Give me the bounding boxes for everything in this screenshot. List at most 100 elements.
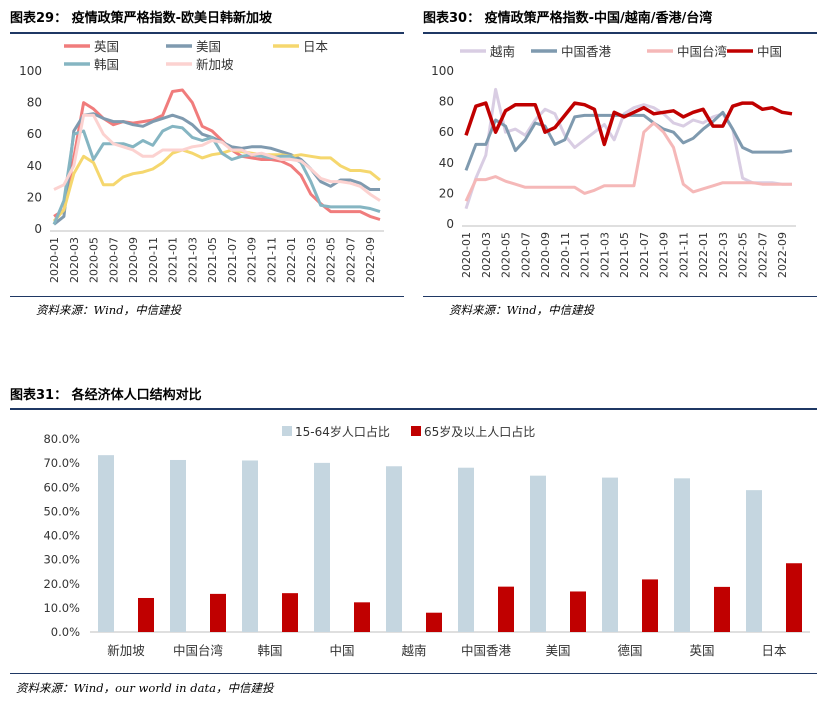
fig29-series-line-2 xyxy=(52,148,381,223)
fig31-bar-0 xyxy=(314,462,330,632)
fig31-bar-1 xyxy=(426,612,442,632)
fig30-x-tick-label: 2021-09 xyxy=(658,232,671,278)
fig30-legend-label-2: 中国台湾 xyxy=(677,44,727,59)
fig31-category-label: 新加坡 xyxy=(107,643,145,658)
fig31-bar-0 xyxy=(602,477,618,632)
fig29-source: 资料来源：Wind，中信建投 xyxy=(36,303,182,317)
fig31-bar-chart: 0.0% 10.0% 20.0% 30.0% 40.0% 50.0% 60.0% 70.0% 8… xyxy=(43,424,810,658)
fig29-legend-label-2: 日本 xyxy=(303,39,329,54)
fig29-x-tick-label: 2022-05 xyxy=(325,237,338,283)
fig30-x-tick-label: 2021-11 xyxy=(677,232,690,278)
fig30-x-tick-label: 2021-05 xyxy=(618,232,631,278)
fig31-legend-swatch-0 xyxy=(282,426,292,436)
fig31-title: 图表31： 各经济体人口结构对比 xyxy=(10,388,202,403)
fig31-category-label: 韩国 xyxy=(257,643,282,658)
fig29-series-line-1 xyxy=(53,112,380,226)
fig31-category-label: 中国香港 xyxy=(461,643,512,658)
fig31-y-tick-label: 40.0% xyxy=(43,529,80,543)
fig31-y-tick-label: 0.0% xyxy=(51,625,80,639)
fig30-x-tick-label: 2022-09 xyxy=(776,232,789,278)
fig31-category-label: 中国台湾 xyxy=(173,643,223,658)
fig29-x-tick-label: 2021-09 xyxy=(246,237,259,283)
fig29-x-tick-label: 2021-07 xyxy=(226,237,239,283)
fig29-x-tick-label: 2020-01 xyxy=(48,237,61,283)
fig29-top-rule xyxy=(10,32,404,34)
fig31-bar-0 xyxy=(98,455,114,632)
fig29-x-tick-label: 2021-11 xyxy=(265,237,278,283)
fig31-bar-0 xyxy=(386,466,402,632)
fig30-x-tick-label: 2021-03 xyxy=(598,232,611,278)
fig29-bottom-rule xyxy=(10,296,404,297)
fig31-bar-0 xyxy=(170,459,186,632)
fig31-bar-1 xyxy=(714,586,730,632)
fig31-bar-1 xyxy=(642,579,658,632)
fig31-bar-1 xyxy=(210,593,226,632)
fig29-x-tick-label: 2022-07 xyxy=(344,237,357,283)
fig30-top-rule xyxy=(423,32,817,34)
fig30-x-tick-label: 2022-01 xyxy=(697,232,710,278)
fig31-y-tick-label: 80.0% xyxy=(43,432,80,446)
fig31-bar-0 xyxy=(242,460,258,632)
fig31-bar-1 xyxy=(138,597,154,632)
fig31-y-tick-label: 70.0% xyxy=(43,456,80,470)
fig31-category-label: 德国 xyxy=(617,643,642,658)
fig30-y-tick-label: 0 xyxy=(446,217,454,231)
fig30-x-tick-label: 2022-07 xyxy=(756,232,769,278)
fig31-y-tick-label: 20.0% xyxy=(43,577,80,591)
fig29-title: 图表29： 疫情政策严格指数-欧美日韩新加坡 xyxy=(10,11,273,26)
fig30-y-tick-label: 60 xyxy=(439,125,454,139)
fig29-x-tick-label: 2020-09 xyxy=(127,237,140,283)
fig31-y-tick-label: 10.0% xyxy=(43,601,80,615)
fig29-series-line-3 xyxy=(52,124,381,225)
fig29-line-chart: 0 20 40 60 80 100 2020-01 2020-03 2020-05 2020-07… xyxy=(19,39,384,283)
fig30-x-tick-label: 2020-01 xyxy=(460,232,473,278)
fig29-y-tick-label: 100 xyxy=(19,64,42,78)
fig31-category-label: 越南 xyxy=(401,643,426,658)
fig30-y-tick-label: 100 xyxy=(431,64,454,78)
fig30-x-tick-label: 2022-05 xyxy=(737,232,750,278)
fig31-category-label: 中国 xyxy=(329,643,354,658)
fig30-series-line-1 xyxy=(464,110,793,171)
fig31-bar-0 xyxy=(674,478,690,632)
fig31-bottom-rule xyxy=(10,673,817,674)
fig30-x-tick-label: 2020-07 xyxy=(519,232,532,278)
fig29-legend-label-3: 韩国 xyxy=(94,57,119,72)
fig29-y-tick-label: 0 xyxy=(34,222,42,236)
fig31-bar-1 xyxy=(498,586,514,632)
fig30-legend-label-0: 越南 xyxy=(490,44,515,59)
fig29-legend-label-0: 英国 xyxy=(94,39,119,54)
fig30-y-tick-label: 80 xyxy=(439,95,454,109)
fig30-legend-label-1: 中国香港 xyxy=(561,44,612,59)
fig29-legend-label-4: 新加坡 xyxy=(196,57,234,72)
fig29-x-tick-label: 2020-05 xyxy=(88,237,101,283)
fig31-bar-1 xyxy=(282,593,298,632)
fig29-y-tick-label: 60 xyxy=(27,127,42,141)
fig30-source: 资料来源：Wind，中信建投 xyxy=(449,303,595,317)
fig30-x-tick-label: 2020-09 xyxy=(539,232,552,278)
fig29-x-tick-label: 2022-09 xyxy=(364,237,377,283)
fig31-legend-swatch-1 xyxy=(411,426,421,436)
fig30-bottom-rule xyxy=(423,296,817,297)
fig30-series-line-3 xyxy=(464,101,793,147)
fig29-y-tick-label: 20 xyxy=(27,190,42,204)
fig31-bar-0 xyxy=(458,467,474,632)
fig31-legend-label-0: 15-64岁人口占比 xyxy=(295,424,390,439)
fig29-y-tick-label: 80 xyxy=(27,96,42,110)
fig30-line-chart: 0 20 40 60 80 100 2020-01 2020-03 2020-05 2020-07… xyxy=(431,44,796,278)
fig30-x-tick-label: 2020-05 xyxy=(500,232,513,278)
fig30-x-tick-label: 2021-01 xyxy=(579,232,592,278)
fig29-x-tick-label: 2020-03 xyxy=(68,237,81,283)
fig30-y-tick-label: 40 xyxy=(439,156,454,170)
fig31-y-tick-label: 50.0% xyxy=(43,504,80,518)
fig30-x-tick-label: 2021-07 xyxy=(638,232,651,278)
fig30-legend-label-3: 中国 xyxy=(757,44,782,59)
fig29-x-tick-label: 2021-03 xyxy=(186,237,199,283)
fig31-category-label: 美国 xyxy=(545,643,570,658)
fig31-y-tick-label: 30.0% xyxy=(43,553,80,567)
fig29-x-tick-label: 2021-05 xyxy=(206,237,219,283)
fig29-x-tick-label: 2020-07 xyxy=(107,237,120,283)
fig31-bar-0 xyxy=(530,475,546,632)
fig31-bar-1 xyxy=(786,563,802,632)
fig29-x-tick-label: 2022-01 xyxy=(285,237,298,283)
fig30-title: 图表30： 疫情政策严格指数-中国/越南/香港/台湾 xyxy=(423,11,713,26)
